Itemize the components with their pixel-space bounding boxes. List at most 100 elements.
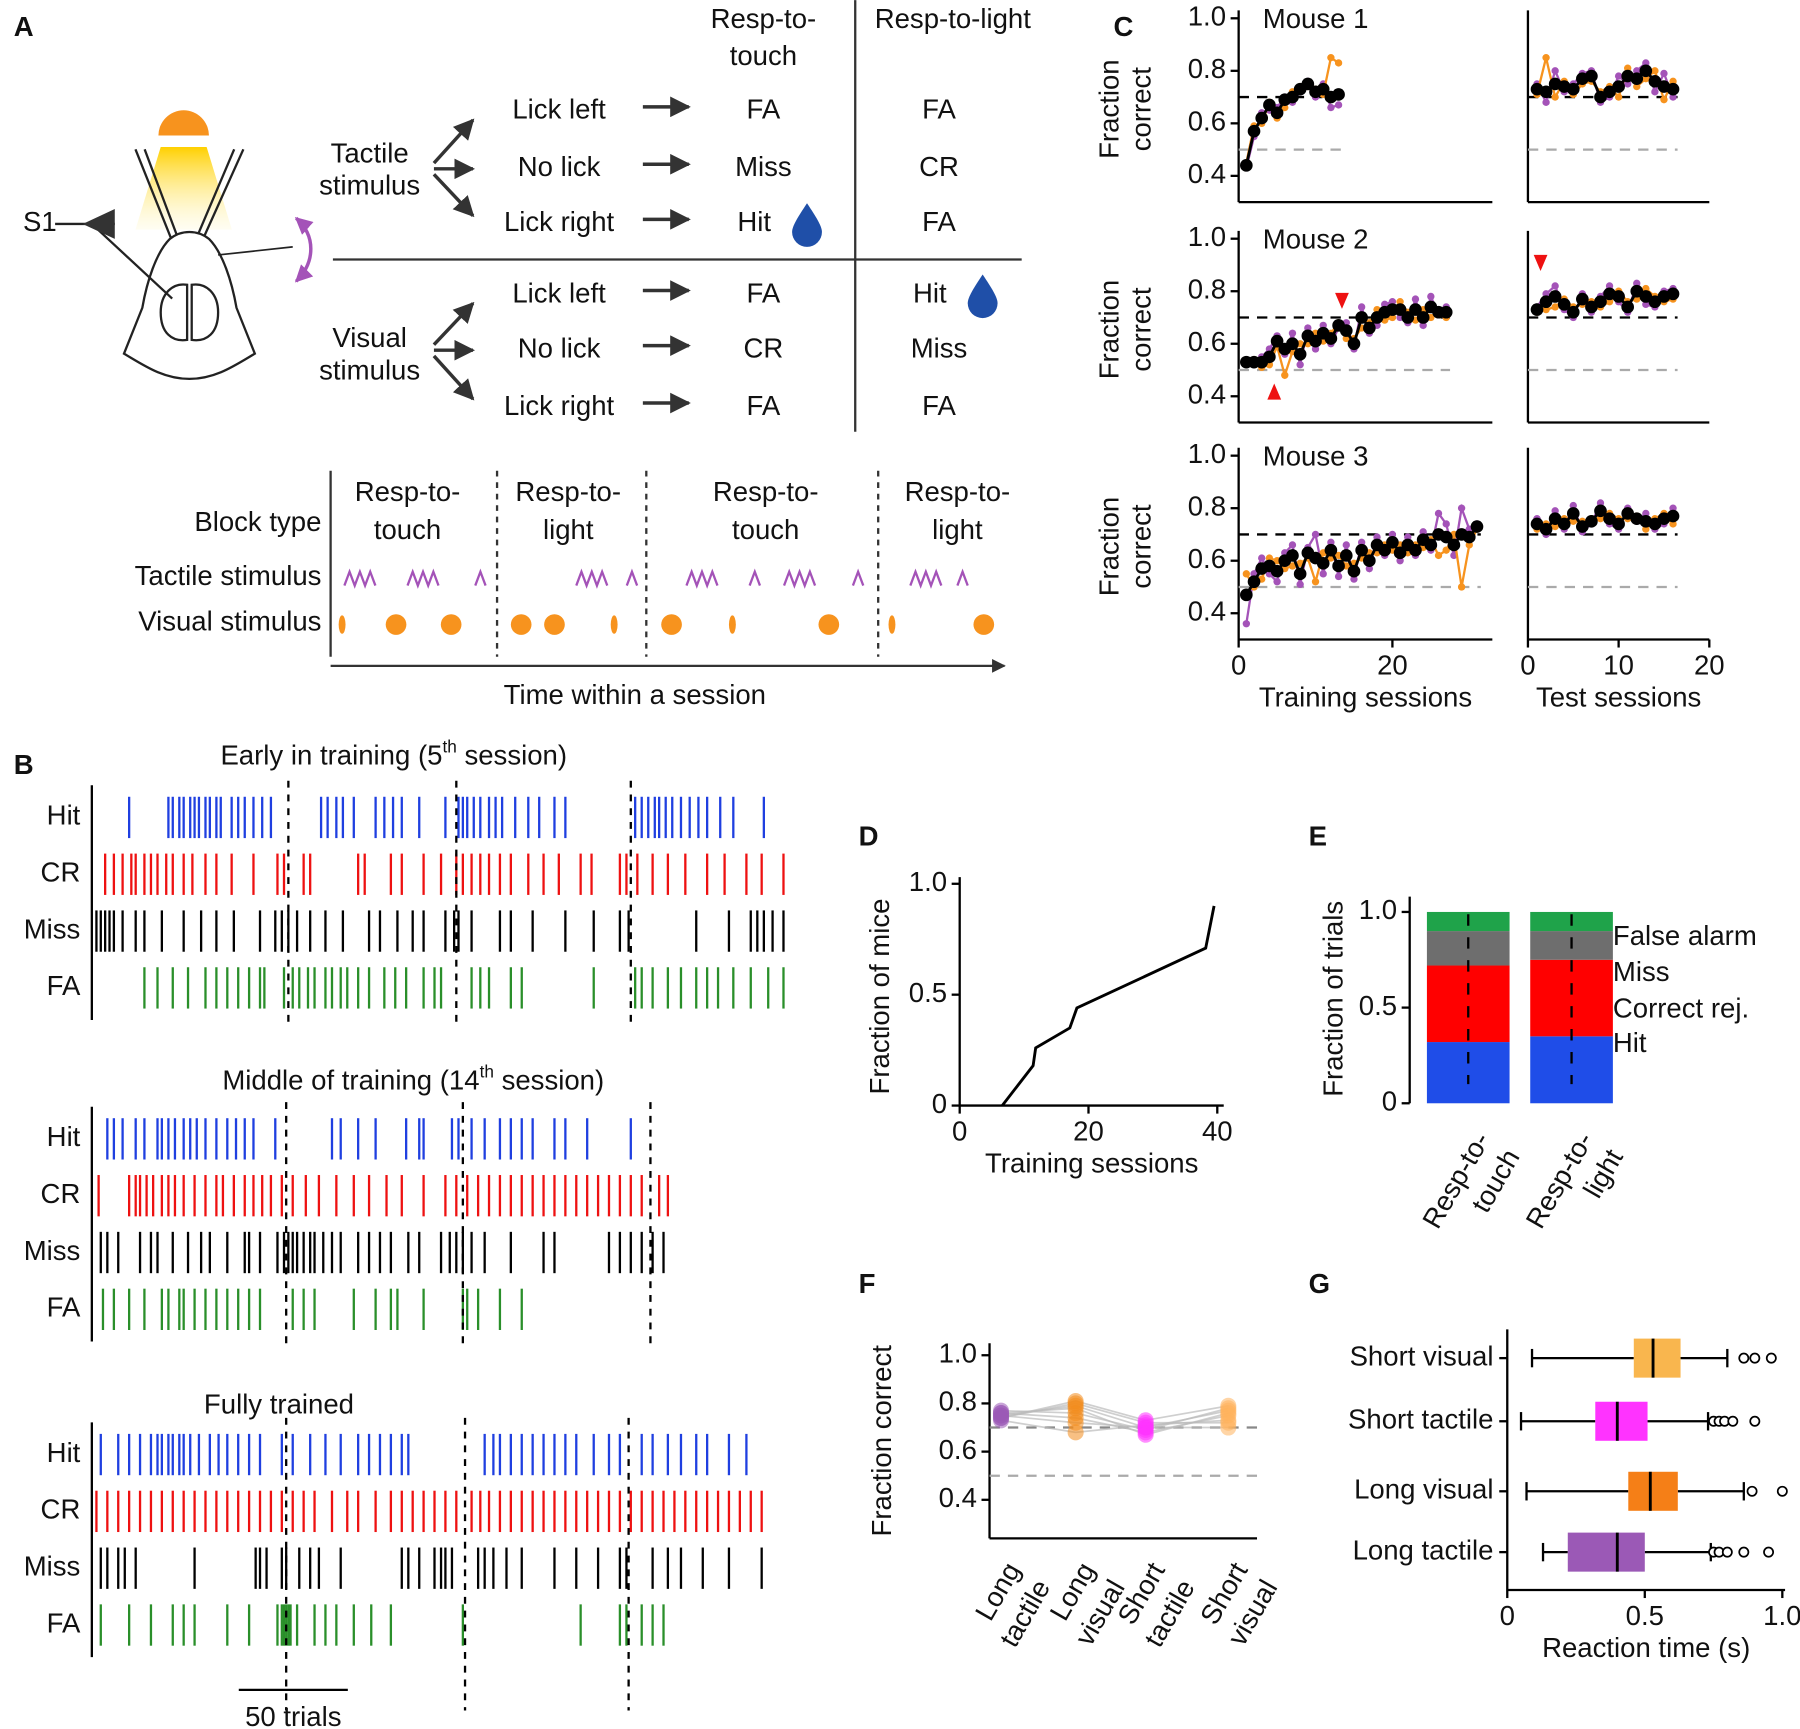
row-label: CR [41,1494,81,1525]
tactile-stimulus-glyph [956,568,969,586]
row-label: Hit [47,1121,81,1152]
category-label: Long visual [1354,1474,1493,1505]
category-label: Short tactile [1348,1404,1493,1435]
outcome-label: FA [747,94,781,125]
y-axis-label-line: correct [1126,504,1157,589]
data-point [1605,282,1614,290]
outcome-label: CR [743,332,783,363]
response-label: No lick [518,151,601,182]
outlier [1727,1415,1739,1427]
data-point [1566,305,1580,319]
data-point [1404,533,1412,541]
panel-label: G [1309,1268,1330,1299]
data-point [1439,305,1453,319]
data-point [1250,570,1258,578]
y-axis-label: Fraction correct [866,1345,897,1537]
data-point [1288,541,1297,549]
outcome-label: CR [919,151,959,182]
tactile-stimulus-glyph [625,568,639,586]
data-point [1651,67,1659,75]
data-point [1388,530,1397,539]
data-point [1457,583,1466,591]
branch-arrow [432,354,475,401]
tactile-stimulus-glyph [406,568,440,589]
water-drop-icon [967,274,998,319]
data-point [1281,371,1289,379]
data-point [1355,543,1368,557]
y-tick-label: 0.4 [939,1482,977,1513]
data-point [1530,303,1544,316]
data-point [1342,541,1350,549]
column-header: touch [730,40,797,71]
legend-entry: Correct rej. [1613,993,1749,1024]
response-label: Lick right [504,390,615,421]
data-point [1596,499,1605,507]
data-point [1293,567,1307,581]
mouse-point [992,1409,1010,1426]
y-tick-label: 1.0 [939,1338,977,1369]
tactile-stimulus-glyph [474,568,487,586]
outlier [1749,1352,1761,1364]
data-point [1309,334,1322,348]
data-point [1339,324,1353,337]
bar-segment [1530,1036,1613,1104]
y-tick-label: 0.6 [939,1434,977,1465]
panel-label: E [1309,820,1327,851]
row-label: Miss [24,1235,81,1266]
tactile-stimulus-glyph [575,568,609,589]
data-point [1621,300,1635,314]
data-point [1642,59,1650,67]
data-point [1242,570,1251,578]
data-point [1585,69,1598,83]
block-label: Resp-to- [713,476,819,507]
row-label: Hit [47,800,81,831]
raster-title: Middle of training (14th session) [222,1061,604,1096]
outlier [1738,1352,1750,1364]
data-point [1624,64,1632,72]
data-point [1288,562,1297,570]
data-point [1304,324,1312,332]
row-label: Block type [194,506,321,537]
data-point [1270,334,1284,348]
block-label: touch [374,514,441,545]
data-point [1434,551,1443,560]
y-tick-label: 0 [932,1088,947,1119]
y-axis-label-line: Fraction of trials [1317,901,1348,1097]
category-label: Short visual [1350,1340,1494,1371]
panel-label: D [859,820,879,851]
data-point [1669,504,1677,512]
data-point [1669,520,1677,528]
data-point [1396,298,1404,306]
response-label: Lick right [504,206,615,237]
data-point [1350,575,1358,583]
data-point [1347,564,1361,578]
data-point [1296,580,1304,589]
y-axis-label-line: Fraction [1094,497,1125,597]
block-label: Resp-to- [355,476,461,507]
data-point [1301,77,1315,91]
row-label: Tactile stimulus [135,560,322,591]
data-point [1316,82,1330,96]
data-point [1388,313,1397,322]
outcome-label: FA [747,390,781,421]
mouse-line [1000,1402,1229,1424]
bar-segment [1530,959,1613,1037]
row-label: Miss [24,913,81,944]
data-point [1342,334,1350,343]
data-point [1419,321,1427,330]
bar-segment [1426,1042,1510,1104]
block-label: light [543,514,594,545]
data-point [1612,517,1625,531]
y-axis-label: Fraction of trials [1317,901,1348,1097]
data-point [1393,303,1407,316]
data-point [1273,578,1281,586]
data-point [1666,82,1680,96]
data-point [1551,303,1559,311]
data-point [1614,93,1623,101]
category-label: Long tactile [1353,1534,1494,1565]
x-axis-label: Time within a session [504,679,766,710]
data-point [1542,54,1550,62]
data-point [1427,292,1435,301]
data-point [1365,564,1374,573]
